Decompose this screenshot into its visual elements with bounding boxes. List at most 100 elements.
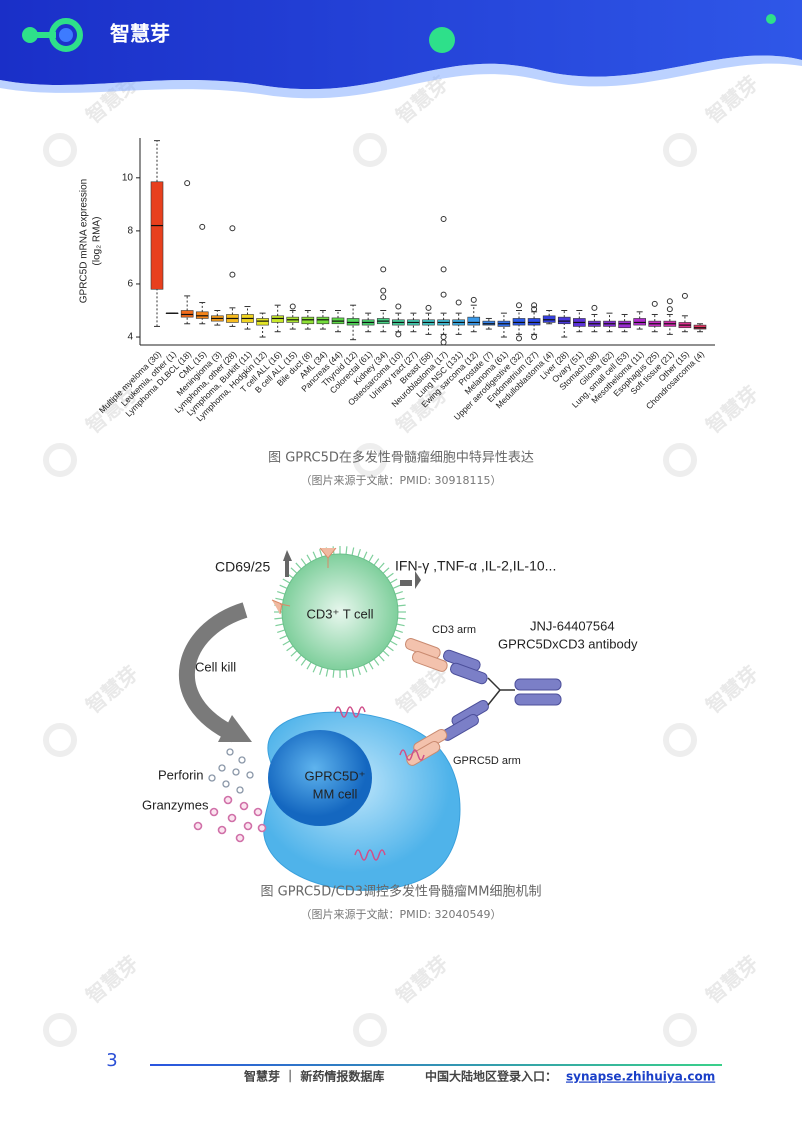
perforin — [236, 786, 244, 794]
outlier — [380, 287, 387, 294]
box — [256, 318, 269, 326]
y-tick-label: 4 — [127, 332, 133, 343]
outlier — [184, 180, 191, 187]
outlier — [666, 298, 673, 305]
watermark: 智慧芽 — [391, 951, 452, 1008]
label: Granzymes — [142, 797, 209, 812]
label: GPRC5D arm — [453, 755, 521, 767]
logo-text: 智慧芽 — [110, 22, 170, 46]
outlier — [440, 266, 447, 273]
granzyme — [227, 813, 237, 823]
header-dot — [429, 27, 455, 53]
outlier — [531, 302, 538, 309]
granzyme — [193, 821, 203, 831]
watermark-icon — [663, 133, 697, 167]
label: CD3 arm — [432, 624, 476, 636]
y-tick-label: 8 — [127, 226, 133, 237]
granzyme — [235, 833, 245, 843]
watermark-icon — [663, 1013, 697, 1047]
box — [316, 316, 330, 325]
kill-arrow — [178, 602, 248, 743]
box — [633, 318, 646, 326]
watermark-icon — [43, 443, 77, 477]
outlier — [395, 331, 402, 338]
box — [301, 316, 315, 325]
outlier — [516, 335, 522, 342]
box — [693, 324, 707, 330]
caption: 图 GPRC5D/CD3调控多发性骨髓瘤MM细胞机制 — [261, 884, 542, 900]
watermark-icon — [43, 723, 77, 757]
label: Cell kill — [195, 659, 236, 674]
box — [150, 181, 164, 290]
outlier — [395, 303, 402, 310]
outlier — [516, 302, 522, 309]
outlier — [380, 266, 387, 273]
label: GPRC5D⁺ — [304, 768, 365, 783]
right-arrow — [415, 571, 421, 589]
t-cell — [281, 553, 399, 671]
watermark-icon — [663, 723, 697, 757]
granzyme — [217, 825, 227, 835]
watermark-icon — [43, 1013, 77, 1047]
box — [195, 311, 209, 319]
label: MM cell — [313, 786, 358, 801]
label: JNJ-64407564 — [530, 618, 615, 633]
granzyme — [209, 807, 219, 817]
watermark-icon — [663, 443, 697, 477]
outlier — [440, 334, 447, 341]
box — [467, 316, 481, 326]
outlier — [229, 271, 236, 278]
outlier — [591, 304, 598, 311]
kill-arrow-head — [218, 715, 252, 742]
logo-icon — [22, 18, 83, 52]
source: （图片来源于文献：PMID: 32040549） — [300, 907, 501, 921]
watermark: 智慧芽 — [81, 951, 142, 1008]
footer-entry: 中国大陆地区登录入口： — [425, 1069, 557, 1084]
label: CD3⁺ T cell — [306, 606, 373, 621]
header-wave — [0, 55, 802, 99]
watermark-icon — [43, 133, 77, 167]
header-band — [0, 0, 802, 90]
footer-brand: 智慧芽 ｜ 新药情报数据库 — [243, 1069, 384, 1084]
watermark: 智慧芽 — [701, 381, 762, 438]
y-axis-label: GPRC5D mRNA expression — [79, 179, 90, 303]
perforin — [238, 756, 246, 764]
nucleus — [268, 730, 372, 826]
perforin — [226, 748, 234, 756]
gprc5d-receptors — [334, 706, 425, 861]
outlier — [470, 296, 477, 303]
mechanism-diagram: CD69/25 IFN-γ ,TNF-α ,IL-2,IL-10... CD3⁺… — [142, 546, 638, 891]
granzyme — [239, 801, 249, 811]
box — [512, 318, 526, 326]
label: CD69/25 — [215, 559, 270, 575]
label: Perforin — [158, 767, 204, 782]
box — [527, 318, 541, 326]
antibody — [404, 638, 562, 766]
outlier — [531, 306, 538, 313]
footer-link[interactable]: synapse.zhihuiya.com — [566, 1070, 715, 1084]
y-axis-label: (log₂ RMA) — [92, 217, 103, 266]
box — [180, 310, 194, 318]
box — [618, 320, 631, 329]
watermark: 智慧芽 — [701, 661, 762, 718]
y-tick-label: 6 — [127, 279, 133, 290]
outlier — [440, 215, 447, 222]
outlier — [199, 223, 206, 230]
watermark-icon — [353, 1013, 387, 1047]
outlier — [425, 304, 432, 311]
footer-line — [150, 1064, 722, 1066]
header-dot — [766, 14, 776, 24]
box — [542, 315, 556, 323]
watermark: 智慧芽 — [701, 951, 762, 1008]
y-tick-label: 10 — [122, 172, 134, 183]
box — [346, 318, 360, 326]
outlier — [289, 303, 296, 310]
perforin — [232, 768, 240, 776]
up-arrow — [283, 550, 292, 561]
outlier — [455, 299, 462, 306]
outlier — [229, 225, 236, 232]
cd69-receptors — [271, 547, 337, 615]
label: IFN-γ ,TNF-α ,IL-2,IL-10... — [395, 558, 556, 574]
